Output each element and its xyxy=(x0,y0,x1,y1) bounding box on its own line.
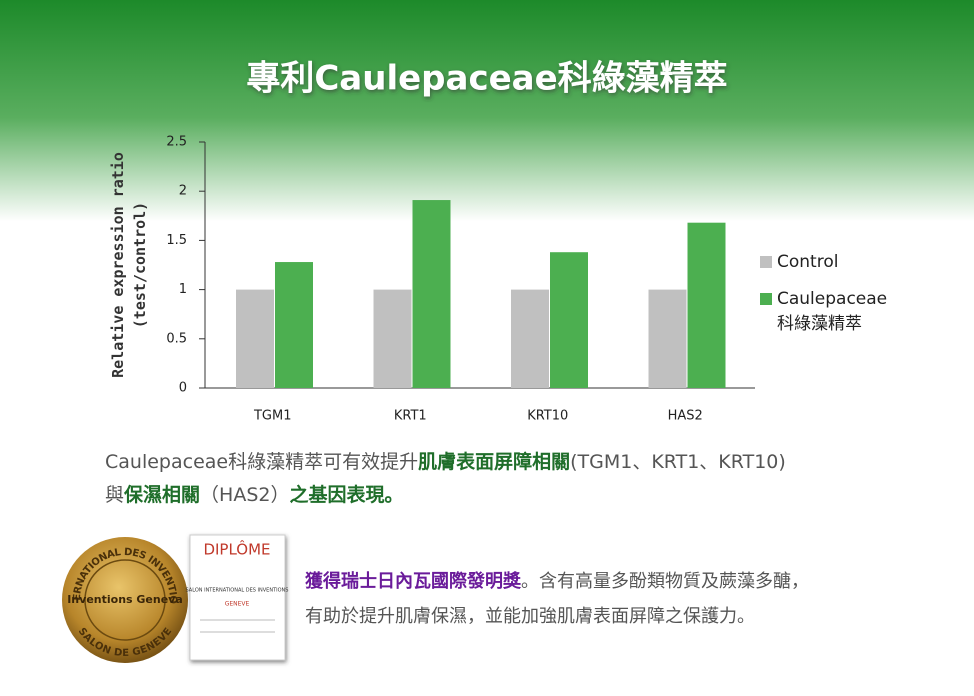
legend-label: Caulepaceae 科綠藻精萃 xyxy=(777,289,887,334)
diploma: DIPLÔME SALON INTERNATIONAL DES INVENTIO… xyxy=(186,534,289,661)
y-tick-label: 2.5 xyxy=(166,135,187,150)
description-text: Caulepaceae科綠藻精萃可有效提升 xyxy=(105,451,418,473)
x-tick-label: KRT10 xyxy=(527,409,568,424)
x-tick-label: TGM1 xyxy=(253,409,292,424)
legend-swatch xyxy=(760,293,772,305)
x-tick-label: HAS2 xyxy=(668,409,703,424)
medal-disc xyxy=(62,537,188,663)
chart: 0 0.5 1 1.5 2 2.5 Relative expression ratio (te… xyxy=(109,135,888,424)
award-line-1: 獲得瑞士日內瓦國際發明獎。含有高量多酚類物質及蕨藻多醣， xyxy=(305,570,809,592)
bar xyxy=(275,262,313,388)
bar xyxy=(236,289,274,388)
y-tick-label: 2 xyxy=(179,184,187,199)
y-tick-label: 0.5 xyxy=(166,331,187,346)
bar xyxy=(373,289,412,388)
bar xyxy=(550,252,588,388)
description-emphasis: 保濕相關 xyxy=(123,483,200,506)
description-line-2: 與保濕相關（HAS2）之基因表現。 xyxy=(105,483,403,506)
x-tick-label: KRT1 xyxy=(394,409,427,424)
bar xyxy=(687,222,726,388)
description-emphasis: 之基因表現。 xyxy=(289,483,403,506)
y-tick-label: 0 xyxy=(179,381,187,396)
award-line-2: 有助於提升肌膚保濕，並能加強肌膚表面屏障之保護力。 xyxy=(305,606,755,627)
bar xyxy=(511,289,549,388)
diploma-title: DIPLÔME xyxy=(203,540,270,559)
y-tick-label: 1.5 xyxy=(166,233,187,248)
diploma-paper xyxy=(189,534,286,661)
diploma-city: GENEVE xyxy=(225,601,250,608)
medal-logo: Inventions Geneva xyxy=(67,593,183,606)
award-highlight: 獲得瑞士日內瓦國際發明獎 xyxy=(305,570,522,592)
description-text: （HAS2） xyxy=(200,484,289,506)
bar xyxy=(648,289,687,388)
bar xyxy=(412,200,451,388)
description-text: (TGM1、KRT1、KRT10) xyxy=(570,451,786,473)
y-tick-label: 1 xyxy=(179,282,187,297)
medal-ring xyxy=(84,559,166,641)
diploma-text: SALON INTERNATIONAL DES INVENTIONS xyxy=(186,588,289,594)
description-text: 與 xyxy=(105,484,124,506)
page-title: 專利Caulepaceae科綠藻精萃 xyxy=(246,59,727,99)
y-axis-label: Relative expression ratio (test/control) xyxy=(109,152,149,378)
description-emphasis: 肌膚表面屏障相關 xyxy=(418,450,570,473)
legend-label: Control xyxy=(777,252,838,272)
award-text: 。含有高量多酚類物質及蕨藻多醣， xyxy=(521,571,809,592)
legend-swatch xyxy=(760,256,772,268)
description-line-1: Caulepaceae科綠藻精萃可有效提升肌膚表面屏障相關(TGM1、KRT1、… xyxy=(105,450,786,473)
